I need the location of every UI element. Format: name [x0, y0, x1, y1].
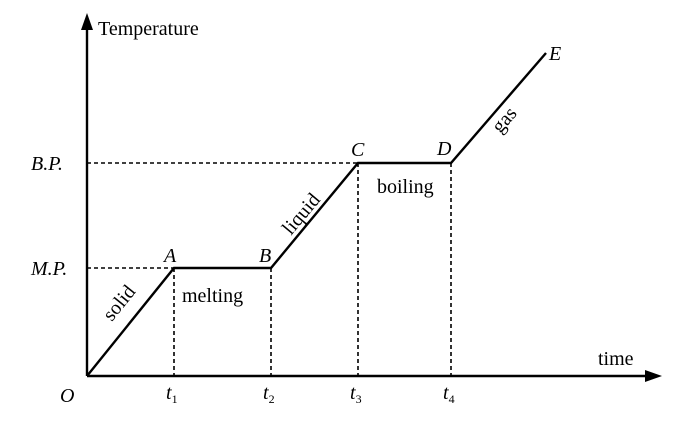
melting-point-label: M.P. — [30, 258, 67, 280]
point-a-label: A — [162, 245, 177, 267]
point-b-label: B — [259, 245, 271, 267]
point-d-label: D — [436, 138, 452, 160]
x-axis-label: time — [598, 348, 634, 370]
time-tick-t4-sub: 4 — [449, 392, 455, 406]
time-tick-t2: t2 — [263, 382, 275, 406]
time-tick-t1-sub: 1 — [172, 392, 178, 406]
time-tick-t3: t3 — [350, 382, 362, 406]
segment-melting-label: melting — [182, 285, 243, 307]
segment-boiling-label: boiling — [377, 176, 434, 198]
time-tick-t2-base: t — [263, 382, 269, 404]
time-tick-t4-base: t — [443, 382, 449, 404]
time-tick-t4: t4 — [443, 382, 455, 406]
origin-label: O — [60, 385, 74, 407]
point-e-label: E — [548, 43, 561, 65]
time-tick-t2-sub: 2 — [269, 392, 275, 406]
heating-curve — [86, 52, 547, 377]
axes — [81, 13, 662, 382]
boiling-point-label: B.P. — [31, 153, 63, 175]
point-c-label: C — [351, 139, 365, 161]
guide-lines — [87, 162, 452, 376]
time-tick-t3-base: t — [350, 382, 356, 404]
y-axis-label: Temperature — [98, 18, 199, 40]
time-tick-t1: t1 — [166, 382, 178, 406]
time-tick-t3-sub: 3 — [356, 392, 362, 406]
time-tick-t1-base: t — [166, 382, 172, 404]
x-axis-arrow — [645, 370, 662, 382]
y-axis-arrow — [81, 13, 93, 30]
segment-gas-label: gas — [487, 103, 521, 138]
